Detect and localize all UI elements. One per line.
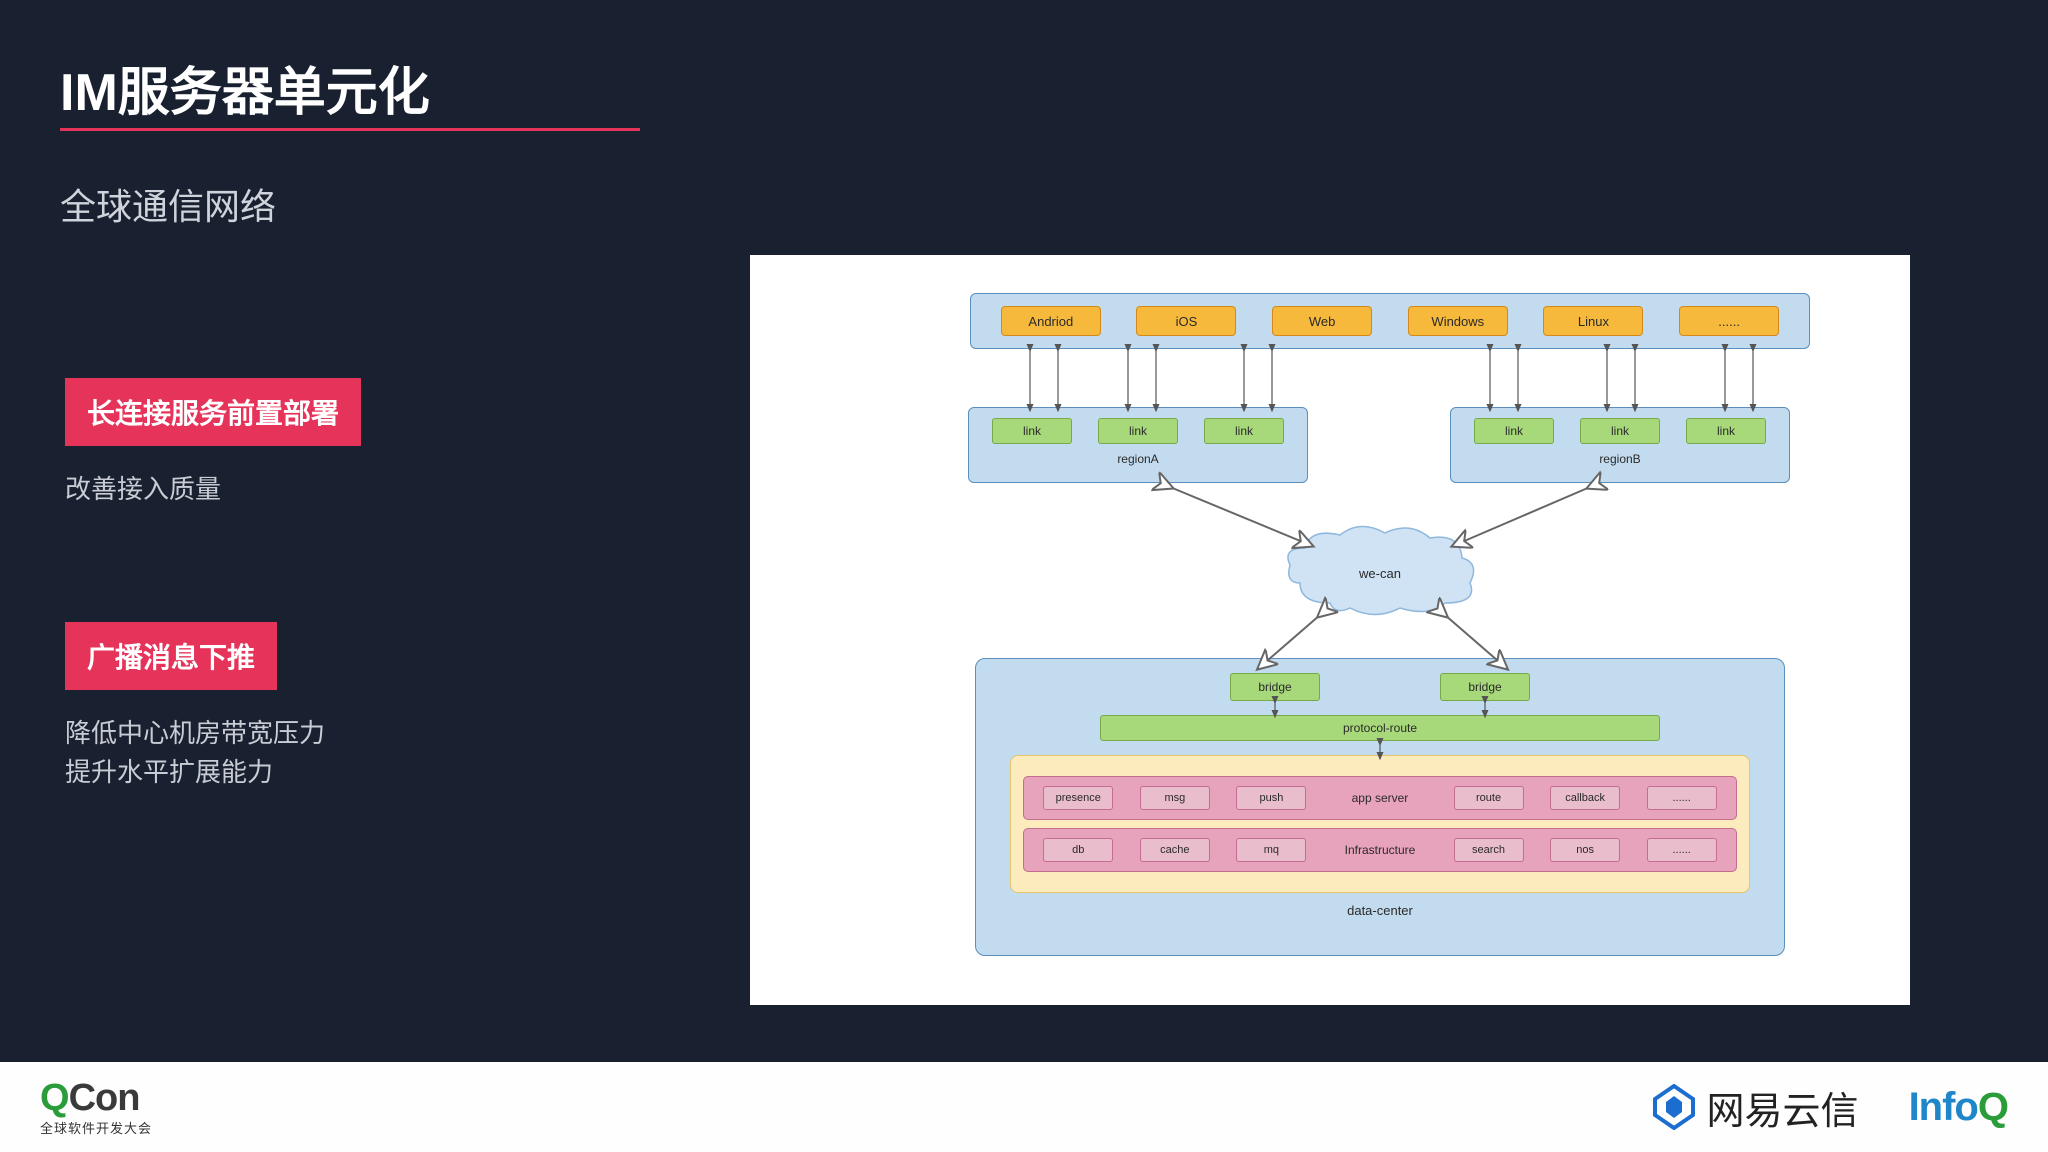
qcon-con: Con <box>69 1077 140 1119</box>
services-wrap: presence msg push app server route callback..… <box>1010 755 1750 893</box>
cloud-we-can: we-can <box>1280 523 1480 623</box>
region-label: regionA <box>969 452 1307 466</box>
region-b: link link link regionB <box>1450 407 1790 483</box>
bridge-node: bridge <box>1230 673 1320 701</box>
title-underline <box>60 128 640 131</box>
architecture-diagram: AndriodiOSWebWindowsLinux...... linklink… <box>750 255 1910 1005</box>
service-box: presence <box>1043 786 1113 810</box>
point-desc: 改善接入质量 <box>65 470 361 509</box>
point-desc: 降低中心机房带宽压力提升水平扩展能力 <box>65 714 325 792</box>
data-center-label: data-center <box>976 903 1784 918</box>
client-platform: Andriod <box>1001 306 1101 336</box>
netease-logo: 网易云信 <box>1651 1080 1859 1135</box>
slide-title: IM服务器单元化 <box>60 50 430 125</box>
client-platform: ...... <box>1679 306 1779 336</box>
slide-subtitle: 全球通信网络 <box>60 178 276 230</box>
link-node: link <box>1580 418 1660 444</box>
slide-footer: QCon 全球软件开发大会 网易云信 InfoQ <box>0 1062 2048 1152</box>
link-node: link <box>1686 418 1766 444</box>
infoq-logo: InfoQ <box>1909 1085 2008 1130</box>
service-box: db <box>1043 838 1113 862</box>
client-platform: Linux <box>1543 306 1643 336</box>
app-server-row: presence msg push app server route callback..… <box>1023 776 1737 820</box>
clients-band: Andriod iOS Web Windows Linux...... <box>970 293 1810 349</box>
link-node: link <box>1474 418 1554 444</box>
service-box: push <box>1236 786 1306 810</box>
service-box: search <box>1454 838 1524 862</box>
service-box: cache <box>1140 838 1210 862</box>
netease-text: 网易云信 <box>1707 1080 1859 1135</box>
service-box: msg <box>1140 786 1210 810</box>
bullet-point-2: 广播消息下推 降低中心机房带宽压力提升水平扩展能力 <box>65 622 325 792</box>
service-box: callback <box>1550 786 1620 810</box>
link-node: link <box>1098 418 1178 444</box>
service-box: nos <box>1550 838 1620 862</box>
infoq-q: Q <box>1978 1085 2008 1129</box>
infoq-info: Info <box>1909 1085 1978 1129</box>
row-label: app server <box>1333 791 1427 805</box>
link-node: link <box>992 418 1072 444</box>
protocol-route: protocol-route <box>1100 715 1660 741</box>
bridge-node: bridge <box>1440 673 1530 701</box>
row-label: Infrastructure <box>1333 843 1427 857</box>
region-a: link link link regionA <box>968 407 1308 483</box>
cloud-label: we-can <box>1280 523 1480 623</box>
client-platform: iOS <box>1136 306 1236 336</box>
data-center: bridgebridge protocol-route presencemsgp… <box>975 658 1785 956</box>
qcon-q: Q <box>40 1077 69 1119</box>
link-node: link <box>1204 418 1284 444</box>
infrastructure-row: db cache mq Infrastructure search nos...... <box>1023 828 1737 872</box>
point-badge: 广播消息下推 <box>65 622 277 690</box>
client-platform: Web <box>1272 306 1372 336</box>
bullet-point-1: 长连接服务前置部署 改善接入质量 <box>65 378 361 509</box>
region-label: regionB <box>1451 452 1789 466</box>
netease-icon <box>1651 1084 1697 1130</box>
service-box: route <box>1454 786 1524 810</box>
qcon-subtitle: 全球软件开发大会 <box>40 1118 152 1137</box>
client-platform: Windows <box>1408 306 1508 336</box>
qcon-logo: QCon 全球软件开发大会 <box>40 1077 152 1137</box>
point-badge: 长连接服务前置部署 <box>65 378 361 446</box>
service-box: ...... <box>1647 838 1717 862</box>
service-box: mq <box>1236 838 1306 862</box>
service-box: ...... <box>1647 786 1717 810</box>
